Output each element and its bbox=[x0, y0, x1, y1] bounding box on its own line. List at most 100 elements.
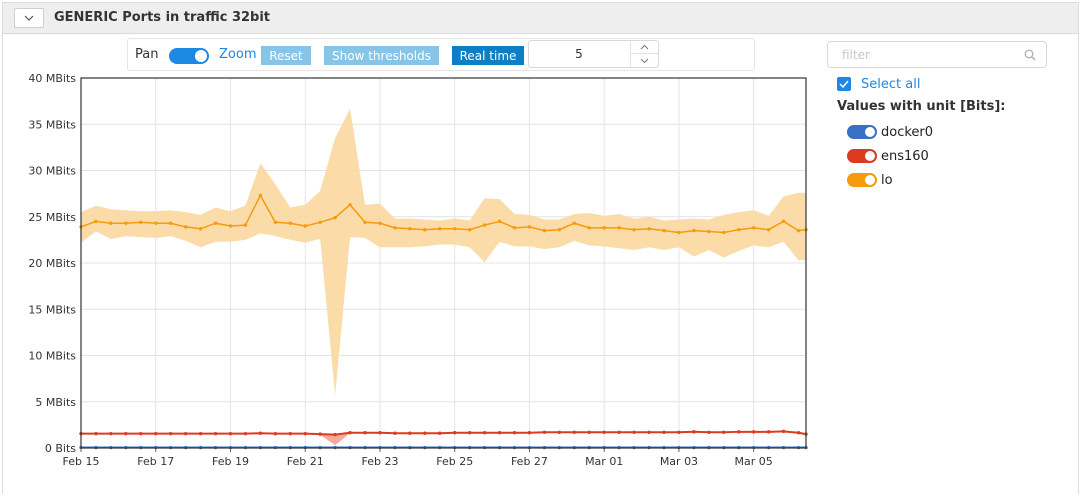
series-switch[interactable] bbox=[847, 149, 877, 163]
data-point-ens160 bbox=[348, 431, 352, 435]
switch-knob bbox=[865, 175, 875, 185]
data-point-ens160 bbox=[647, 430, 651, 434]
switch-knob bbox=[865, 127, 875, 137]
reset-button[interactable]: Reset bbox=[261, 46, 311, 65]
data-point-lo bbox=[243, 223, 248, 227]
data-point-ens160 bbox=[303, 431, 307, 436]
collapse-button[interactable] bbox=[14, 8, 44, 28]
data-point-ens160 bbox=[94, 431, 98, 436]
switch-knob bbox=[865, 151, 875, 161]
data-point-lo bbox=[587, 226, 591, 230]
data-point-lo bbox=[542, 228, 547, 233]
data-point-lo bbox=[333, 215, 337, 220]
data-point-ens160 bbox=[333, 432, 337, 437]
data-point-ens160 bbox=[467, 431, 472, 435]
data-point-ens160 bbox=[602, 430, 606, 434]
toggle-knob bbox=[195, 50, 207, 62]
series-toggle-docker0[interactable]: docker0 bbox=[847, 123, 933, 141]
data-point-ens160 bbox=[423, 431, 427, 435]
data-point-lo bbox=[273, 220, 278, 224]
traffic-chart[interactable]: 0 Bits 5 MBits 10 MBits 15 MBits 20 MBits 25 … bbox=[0, 32, 820, 498]
series-switch[interactable] bbox=[847, 125, 877, 139]
data-point-ens160 bbox=[632, 430, 636, 434]
data-point-lo bbox=[363, 220, 367, 224]
x-tick-label: Mar 05 bbox=[735, 455, 773, 468]
data-point-ens160 bbox=[168, 431, 173, 436]
data-point-ens160 bbox=[273, 431, 278, 436]
data-point-ens160 bbox=[751, 430, 756, 434]
data-point-lo bbox=[168, 221, 173, 225]
data-point-ens160 bbox=[213, 431, 218, 436]
data-point-ens160 bbox=[408, 431, 412, 435]
data-point-lo bbox=[512, 226, 517, 230]
data-point-ens160 bbox=[393, 431, 397, 435]
data-point-lo bbox=[572, 221, 576, 225]
pan-label: Pan bbox=[135, 47, 159, 62]
data-point-lo bbox=[707, 229, 711, 234]
data-point-ens160 bbox=[363, 431, 367, 435]
data-point-ens160 bbox=[722, 430, 726, 434]
data-point-lo bbox=[423, 228, 427, 232]
data-point-ens160 bbox=[737, 430, 741, 434]
x-tick-label: Feb 27 bbox=[511, 455, 548, 468]
data-point-lo bbox=[766, 228, 771, 232]
data-point-ens160 bbox=[617, 430, 621, 434]
y-tick-label: 25 MBits bbox=[28, 211, 76, 224]
pan-zoom-toggle[interactable] bbox=[169, 48, 209, 64]
show-thresholds-button[interactable]: Show thresholds bbox=[324, 46, 439, 65]
data-point-ens160 bbox=[766, 430, 771, 434]
series-switch[interactable] bbox=[847, 173, 877, 187]
x-tick-label: Feb 19 bbox=[212, 455, 249, 468]
data-point-lo bbox=[198, 227, 203, 231]
interval-stepper[interactable]: 5 bbox=[528, 40, 659, 68]
data-point-ens160 bbox=[707, 430, 711, 434]
data-point-lo bbox=[348, 203, 352, 207]
data-point-ens160 bbox=[781, 429, 786, 434]
search-icon bbox=[1024, 49, 1036, 61]
real-time-button[interactable]: Real time bbox=[452, 46, 524, 65]
data-point-lo bbox=[557, 228, 562, 232]
data-point-lo bbox=[288, 221, 292, 225]
x-tick-label: Feb 21 bbox=[287, 455, 324, 468]
series-band-ens160 bbox=[320, 432, 351, 446]
select-all-checkbox[interactable]: Select all bbox=[837, 75, 920, 93]
x-tick-label: Feb 15 bbox=[63, 455, 100, 468]
data-point-lo bbox=[677, 230, 681, 235]
data-point-lo bbox=[228, 224, 233, 228]
x-tick-label: Mar 01 bbox=[585, 455, 623, 468]
stepper-down-icon[interactable] bbox=[631, 54, 658, 67]
data-point-lo bbox=[781, 219, 786, 224]
checkbox-checked-icon bbox=[837, 77, 851, 91]
y-tick-label: 5 MBits bbox=[35, 396, 76, 409]
data-point-lo bbox=[737, 228, 741, 232]
data-point-ens160 bbox=[796, 431, 801, 435]
filter-box bbox=[827, 41, 1047, 68]
select-all-label: Select all bbox=[861, 76, 921, 92]
data-point-ens160 bbox=[438, 431, 442, 435]
data-point-lo bbox=[303, 224, 307, 228]
data-point-ens160 bbox=[124, 431, 128, 436]
panel-title: GENERIC Ports in traffic 32bit bbox=[54, 10, 271, 25]
stepper-up-icon[interactable] bbox=[631, 41, 658, 54]
interval-value[interactable]: 5 bbox=[575, 47, 583, 61]
chart-toolbar: Pan Zoom Reset Show thresholds Real time… bbox=[127, 38, 755, 71]
data-point-lo bbox=[124, 221, 128, 225]
y-tick-label: 15 MBits bbox=[28, 303, 76, 316]
y-tick-label: 20 MBits bbox=[28, 257, 76, 270]
data-point-ens160 bbox=[482, 431, 487, 435]
data-point-lo bbox=[497, 219, 502, 224]
y-tick-label: 35 MBits bbox=[28, 118, 76, 131]
data-point-lo bbox=[213, 221, 218, 225]
series-toggle-lo[interactable]: lo bbox=[847, 171, 893, 189]
data-point-lo bbox=[453, 227, 457, 231]
series-toggle-ens160[interactable]: ens160 bbox=[847, 147, 929, 165]
zoom-label: Zoom bbox=[219, 47, 257, 62]
data-point-ens160 bbox=[572, 430, 576, 434]
data-point-lo bbox=[602, 226, 606, 230]
data-point-ens160 bbox=[662, 430, 666, 434]
data-point-lo bbox=[662, 228, 666, 233]
data-point-lo bbox=[408, 227, 412, 231]
filter-input[interactable] bbox=[842, 46, 1022, 64]
data-point-ens160 bbox=[183, 431, 188, 436]
data-point-lo bbox=[632, 228, 636, 232]
